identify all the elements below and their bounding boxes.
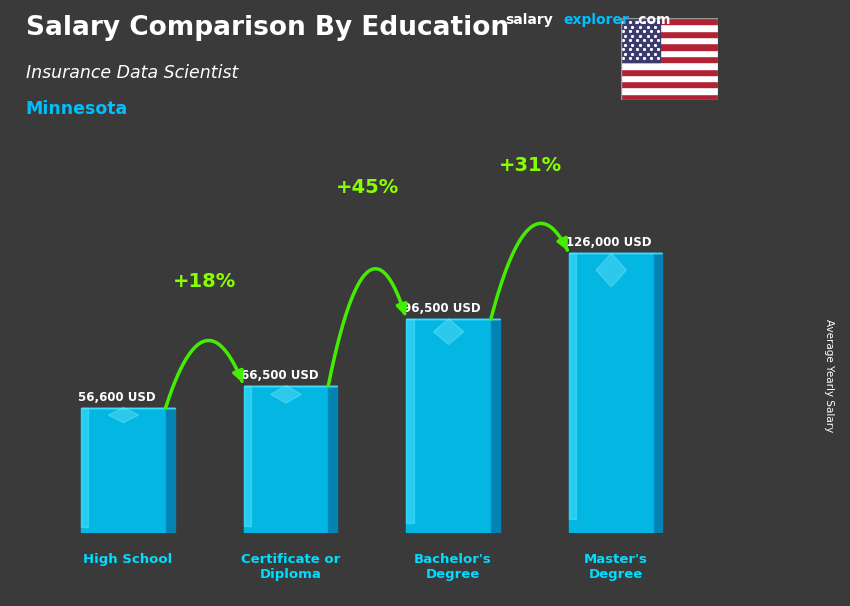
- Bar: [620, 44, 718, 50]
- Polygon shape: [569, 253, 576, 519]
- Bar: [620, 81, 718, 87]
- Polygon shape: [654, 253, 662, 533]
- Bar: [620, 50, 718, 56]
- Text: 126,000 USD: 126,000 USD: [566, 236, 651, 249]
- Polygon shape: [108, 407, 139, 422]
- Text: Insurance Data Scientist: Insurance Data Scientist: [26, 64, 238, 82]
- Text: 96,500 USD: 96,500 USD: [403, 302, 481, 315]
- Text: Minnesota: Minnesota: [26, 100, 128, 118]
- Bar: [620, 24, 718, 31]
- Text: +31%: +31%: [498, 156, 562, 175]
- Bar: [620, 18, 718, 24]
- Text: +45%: +45%: [336, 178, 399, 197]
- Bar: [620, 94, 718, 100]
- Text: Master's
Degree: Master's Degree: [584, 553, 648, 581]
- Text: Certificate or
Diploma: Certificate or Diploma: [241, 553, 340, 581]
- Bar: [620, 56, 718, 62]
- Bar: [620, 62, 718, 68]
- Polygon shape: [569, 253, 654, 533]
- Polygon shape: [166, 407, 174, 533]
- Text: explorer: explorer: [564, 13, 629, 27]
- Text: High School: High School: [83, 553, 173, 566]
- Polygon shape: [491, 319, 500, 533]
- Polygon shape: [244, 385, 251, 526]
- Bar: [620, 31, 718, 37]
- Text: .com: .com: [633, 13, 671, 27]
- Polygon shape: [406, 319, 491, 533]
- Text: Salary Comparison By Education: Salary Comparison By Education: [26, 15, 508, 41]
- Text: Average Yearly Salary: Average Yearly Salary: [824, 319, 834, 432]
- Text: 56,600 USD: 56,600 USD: [78, 390, 156, 404]
- Bar: [620, 75, 718, 81]
- Polygon shape: [81, 407, 166, 533]
- Polygon shape: [328, 385, 337, 533]
- Polygon shape: [244, 385, 328, 533]
- Polygon shape: [434, 319, 464, 345]
- Polygon shape: [81, 407, 88, 527]
- Polygon shape: [406, 319, 414, 522]
- Bar: [620, 87, 718, 94]
- Polygon shape: [271, 385, 301, 403]
- Bar: [620, 68, 718, 75]
- Bar: [620, 37, 718, 44]
- Text: +18%: +18%: [173, 271, 236, 290]
- Text: salary: salary: [506, 13, 553, 27]
- Text: Bachelor's
Degree: Bachelor's Degree: [414, 553, 492, 581]
- Polygon shape: [596, 253, 626, 287]
- Text: 66,500 USD: 66,500 USD: [241, 368, 318, 382]
- Bar: [620, 18, 660, 62]
